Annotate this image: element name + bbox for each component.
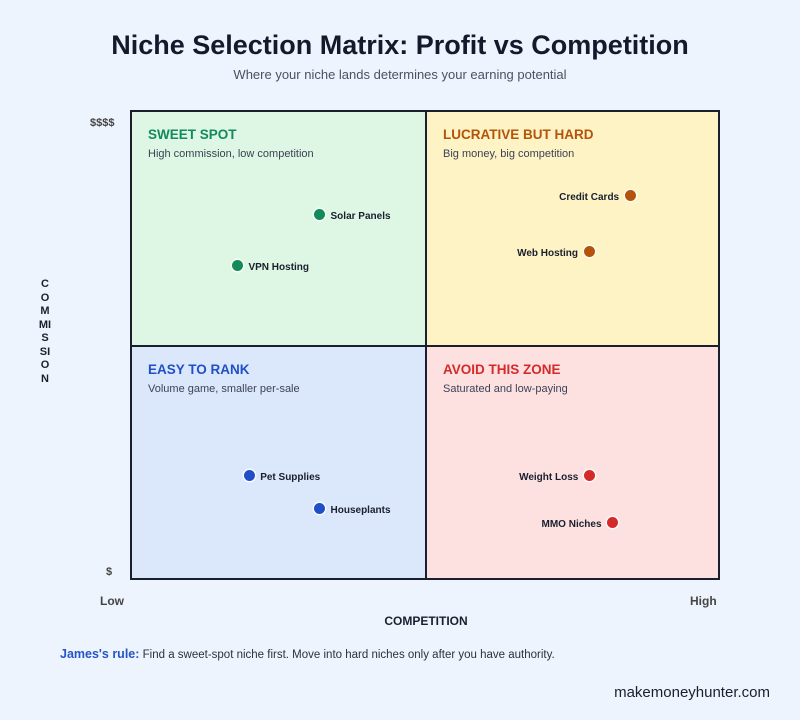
quadrant-description: Big money, big competition [443, 148, 575, 160]
y-axis-high-label: $$$$ [90, 117, 115, 129]
y-axis-low-label: $ [106, 566, 113, 578]
quadrant-description: High commission, low competition [148, 148, 314, 160]
page-title: Niche Selection Matrix: Profit vs Compet… [111, 30, 689, 60]
data-point-marker [314, 502, 326, 514]
niche-matrix: SWEET SPOT High commission, low competit… [130, 110, 720, 580]
data-point-label: Pet Supplies [260, 471, 321, 483]
y-axis-title: COMMISSION [38, 278, 52, 385]
data-point-label: VPN Hosting [248, 262, 310, 274]
page-subtitle: Where your niche lands determines your e… [233, 67, 567, 82]
quadrant-title: AVOID THIS ZONE [443, 362, 561, 377]
quadrant-sweet-spot: SWEET SPOT High commission, low competit… [132, 112, 427, 347]
data-point-marker [231, 260, 243, 272]
data-point-label: Credit Cards [559, 192, 620, 204]
quadrant-avoid-this-zone: AVOID THIS ZONE Saturated and low-paying [427, 347, 718, 578]
quadrant-easy-to-rank: EASY TO RANK Volume game, smaller per-sa… [132, 347, 427, 578]
brand-domain: makemoneyhunter.com [614, 684, 770, 701]
x-axis-title: COMPETITION [384, 614, 468, 628]
data-point-marker [243, 469, 255, 481]
data-point-label: Web Hosting [517, 248, 579, 260]
data-point-marker [624, 190, 636, 202]
data-point-label: Solar Panels [330, 211, 391, 223]
data-point-label: Houseplants [330, 504, 391, 516]
data-point-marker [607, 516, 619, 528]
x-axis-high-label: High [690, 594, 717, 608]
rule-label: James's rule: [60, 647, 140, 661]
data-point-marker [583, 246, 595, 258]
data-point-label: Weight Loss [519, 471, 579, 483]
quadrant-lucrative-but-hard: LUCRATIVE BUT HARD Big money, big compet… [427, 112, 718, 347]
quadrant-title: EASY TO RANK [148, 362, 250, 377]
data-point-label: MMO Niches [541, 518, 602, 530]
data-point-marker [314, 209, 326, 221]
quadrant-title: LUCRATIVE BUT HARD [443, 127, 594, 142]
quadrant-description: Saturated and low-paying [443, 383, 568, 395]
quadrant-description: Volume game, smaller per-sale [148, 383, 300, 395]
data-point-marker [583, 469, 595, 481]
james-rule: James's rule: Find a sweet-spot niche fi… [60, 647, 555, 661]
quadrant-title: SWEET SPOT [148, 127, 237, 142]
x-axis-low-label: Low [100, 594, 124, 608]
rule-text: Find a sweet-spot niche first. Move into… [142, 649, 555, 661]
